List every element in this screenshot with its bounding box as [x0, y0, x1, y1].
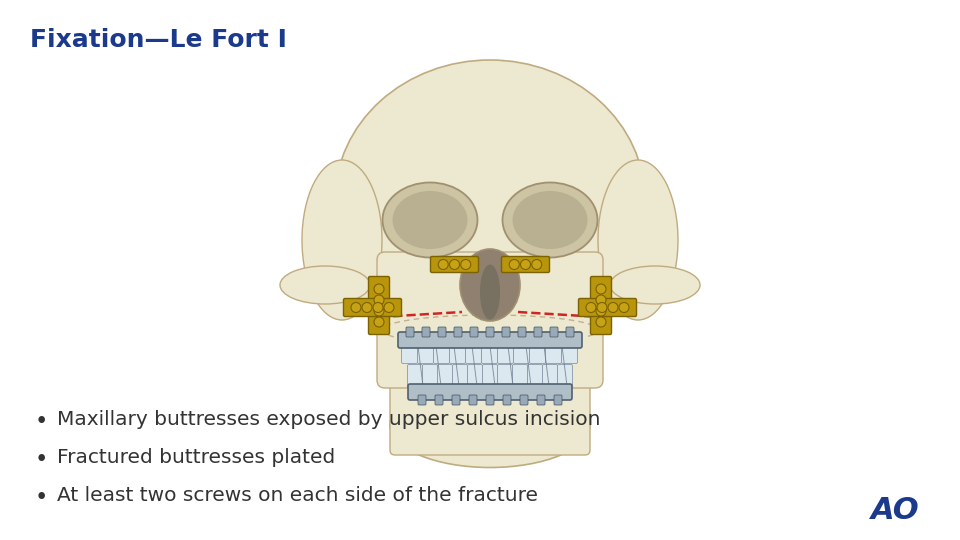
FancyBboxPatch shape [562, 339, 578, 363]
Ellipse shape [302, 160, 382, 320]
FancyBboxPatch shape [398, 332, 582, 348]
Circle shape [374, 306, 384, 316]
FancyBboxPatch shape [418, 339, 434, 363]
FancyBboxPatch shape [514, 339, 530, 363]
FancyBboxPatch shape [418, 395, 426, 405]
FancyBboxPatch shape [369, 276, 390, 334]
Circle shape [449, 260, 460, 269]
FancyBboxPatch shape [566, 327, 574, 337]
FancyBboxPatch shape [520, 395, 528, 405]
Text: •: • [35, 410, 48, 433]
FancyBboxPatch shape [435, 395, 443, 405]
FancyBboxPatch shape [401, 339, 418, 363]
Text: Fixation—Le Fort I: Fixation—Le Fort I [30, 28, 287, 52]
FancyBboxPatch shape [501, 256, 549, 273]
FancyBboxPatch shape [545, 339, 562, 363]
Ellipse shape [513, 191, 588, 249]
Text: •: • [35, 486, 48, 509]
Text: Maxillary buttresses exposed by upper sulcus incision: Maxillary buttresses exposed by upper su… [57, 410, 601, 429]
Circle shape [619, 302, 629, 313]
FancyBboxPatch shape [344, 299, 401, 316]
Ellipse shape [393, 191, 468, 249]
Text: Fractured buttresses plated: Fractured buttresses plated [57, 448, 335, 467]
FancyBboxPatch shape [534, 327, 542, 337]
FancyBboxPatch shape [502, 327, 510, 337]
FancyBboxPatch shape [422, 327, 430, 337]
FancyBboxPatch shape [452, 364, 468, 388]
FancyBboxPatch shape [469, 395, 477, 405]
Circle shape [597, 302, 607, 313]
FancyBboxPatch shape [466, 339, 482, 363]
FancyBboxPatch shape [468, 364, 483, 388]
Circle shape [351, 302, 361, 313]
Ellipse shape [480, 265, 500, 320]
Ellipse shape [610, 266, 700, 304]
Circle shape [520, 260, 531, 269]
Text: •: • [35, 448, 48, 471]
Circle shape [374, 317, 384, 327]
FancyBboxPatch shape [482, 339, 497, 363]
Circle shape [439, 260, 448, 269]
FancyBboxPatch shape [438, 327, 446, 337]
Circle shape [374, 295, 384, 305]
FancyBboxPatch shape [470, 327, 478, 337]
FancyBboxPatch shape [530, 339, 545, 363]
Ellipse shape [390, 382, 590, 468]
Ellipse shape [598, 160, 678, 320]
Ellipse shape [460, 249, 520, 321]
FancyBboxPatch shape [590, 276, 612, 334]
Circle shape [596, 317, 606, 327]
Circle shape [461, 260, 470, 269]
Circle shape [596, 306, 606, 316]
FancyBboxPatch shape [438, 364, 452, 388]
Circle shape [608, 302, 618, 313]
Circle shape [596, 295, 606, 305]
Circle shape [384, 302, 394, 313]
Circle shape [374, 284, 384, 294]
FancyBboxPatch shape [486, 395, 494, 405]
FancyBboxPatch shape [518, 327, 526, 337]
FancyBboxPatch shape [422, 364, 438, 388]
Circle shape [596, 284, 606, 294]
FancyBboxPatch shape [497, 339, 514, 363]
FancyBboxPatch shape [377, 252, 603, 388]
Text: AO: AO [872, 496, 920, 525]
FancyBboxPatch shape [537, 395, 545, 405]
FancyBboxPatch shape [408, 384, 572, 400]
FancyBboxPatch shape [483, 364, 497, 388]
FancyBboxPatch shape [452, 395, 460, 405]
FancyBboxPatch shape [497, 364, 513, 388]
FancyBboxPatch shape [406, 327, 414, 337]
Circle shape [362, 302, 372, 313]
Circle shape [586, 302, 596, 313]
FancyBboxPatch shape [434, 339, 449, 363]
FancyBboxPatch shape [430, 256, 478, 273]
FancyBboxPatch shape [558, 364, 572, 388]
Ellipse shape [280, 266, 370, 304]
Circle shape [509, 260, 519, 269]
FancyBboxPatch shape [550, 327, 558, 337]
FancyBboxPatch shape [527, 364, 542, 388]
FancyBboxPatch shape [407, 364, 422, 388]
FancyBboxPatch shape [554, 395, 562, 405]
FancyBboxPatch shape [503, 395, 511, 405]
Text: At least two screws on each side of the fracture: At least two screws on each side of the … [57, 486, 538, 505]
FancyBboxPatch shape [454, 327, 462, 337]
Ellipse shape [502, 183, 597, 258]
FancyBboxPatch shape [449, 339, 466, 363]
FancyBboxPatch shape [486, 327, 494, 337]
Ellipse shape [382, 183, 477, 258]
FancyBboxPatch shape [513, 364, 527, 388]
Circle shape [532, 260, 541, 269]
FancyBboxPatch shape [390, 355, 590, 455]
Ellipse shape [335, 60, 645, 340]
Circle shape [373, 302, 383, 313]
FancyBboxPatch shape [542, 364, 558, 388]
FancyBboxPatch shape [579, 299, 636, 316]
